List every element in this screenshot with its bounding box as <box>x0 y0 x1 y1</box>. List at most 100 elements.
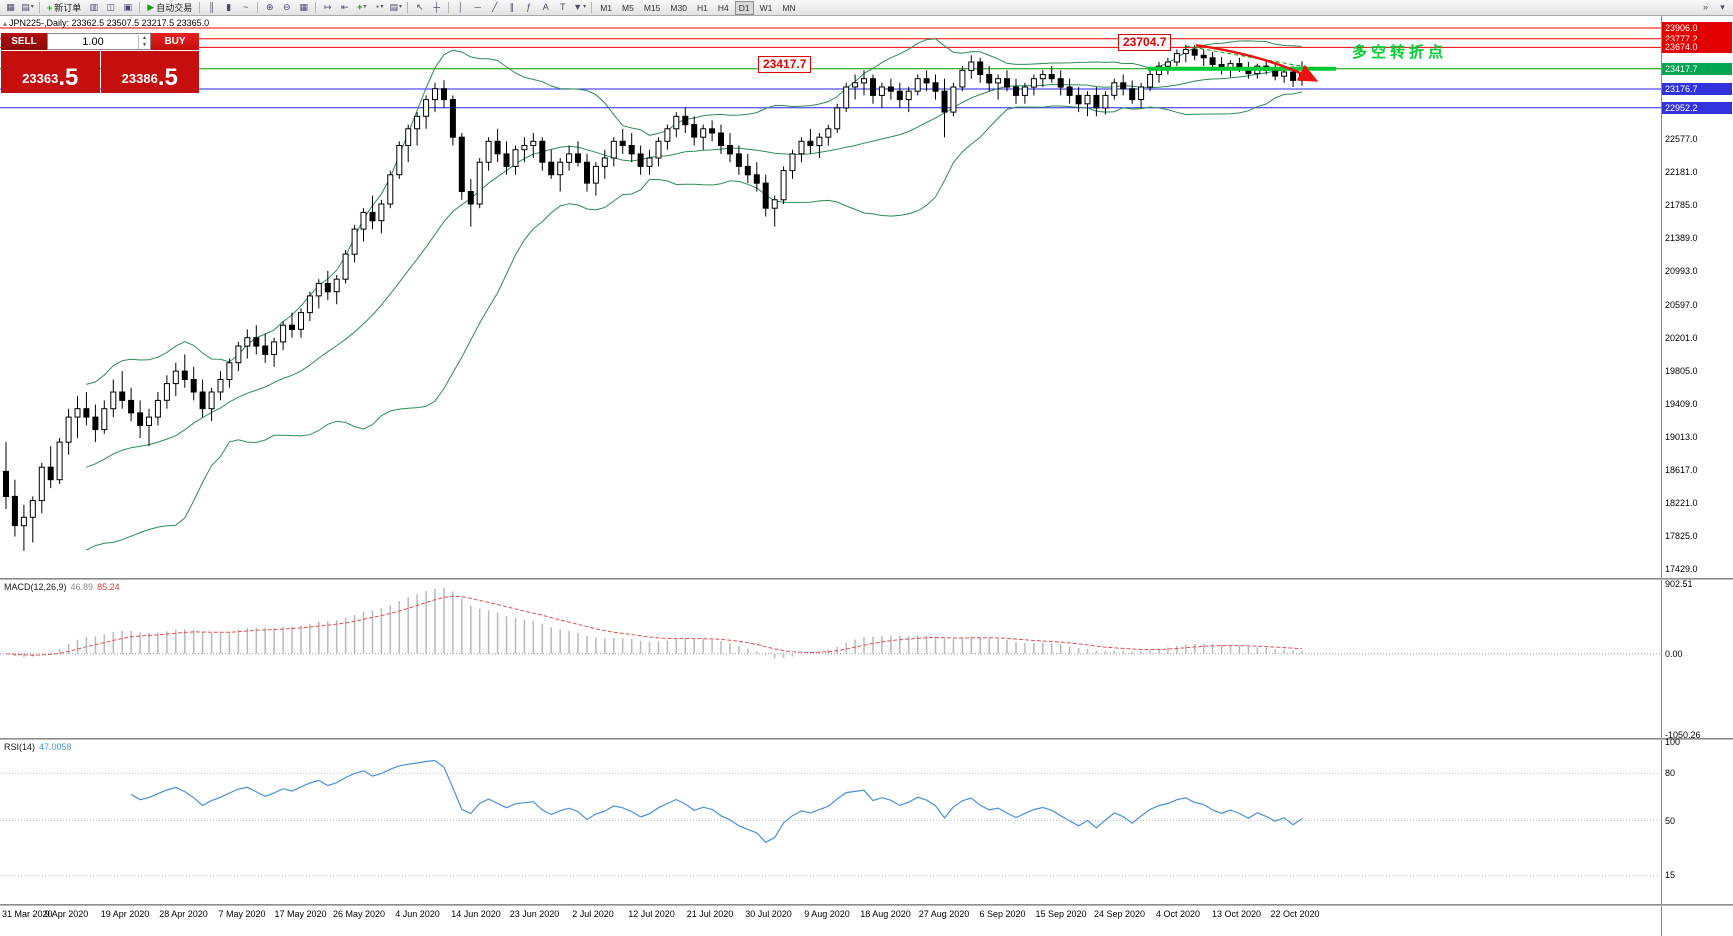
timeframe-button-h4[interactable]: H4 <box>717 2 729 13</box>
label-icon: T <box>559 2 566 12</box>
macd-axis-tick: 0.00 <box>1665 649 1683 659</box>
bar-chart-icon[interactable]: ║ <box>203 1 220 14</box>
toolbar-separator <box>139 2 141 13</box>
navigator-icon[interactable]: ▣ <box>119 1 136 14</box>
timeframe-button-m5[interactable]: M5 <box>622 2 634 13</box>
annotation-note-text[interactable]: 多空转折点 <box>1352 44 1448 61</box>
buy-price-display[interactable]: 23386.5 <box>100 51 199 93</box>
price-axis-tick: 18617.0 <box>1665 465 1698 475</box>
shapes-icon[interactable]: ▼ ▾ <box>571 1 588 14</box>
macd-histogram <box>14 588 1303 658</box>
dropdown-caret-icon[interactable]: ▾ <box>398 4 402 10</box>
dropdown-caret-icon[interactable]: ▾ <box>583 4 587 10</box>
dropdown-caret-icon[interactable]: ▾ <box>380 4 384 10</box>
profiles-icon[interactable]: ▤ ▾ <box>19 1 36 14</box>
market-watch-icon: ▥ <box>89 2 99 12</box>
dropdown-caret-icon[interactable]: ▾ <box>363 4 367 10</box>
zoom-out-icon[interactable]: ⊖ <box>278 1 295 14</box>
buy-button[interactable]: BUY <box>151 33 199 50</box>
crosshair-icon[interactable]: ┼ <box>428 1 445 14</box>
cursor-icon[interactable]: ↖ <box>411 1 428 14</box>
periods-icon[interactable]: ◔ ▾ <box>370 1 387 14</box>
price-axis-column[interactable] <box>1661 16 1733 936</box>
sell-price-display[interactable]: 23363.5 <box>1 51 100 93</box>
timeframe-button-h1[interactable]: H1 <box>696 2 708 13</box>
toolbar-more-icon[interactable]: » <box>1702 2 1708 12</box>
price-axis-tick: 20597.0 <box>1665 300 1698 310</box>
price-axis-tick: 18221.0 <box>1665 498 1698 508</box>
templates-icon[interactable]: ▤ ▾ <box>387 1 404 14</box>
indicators-icon[interactable]: + ▾ <box>353 1 370 14</box>
price-axis-tick: 19409.0 <box>1665 399 1698 409</box>
rsi-value: 47.0058 <box>39 742 72 752</box>
lot-stepper[interactable]: ▲ ▼ <box>138 34 150 49</box>
new-chart-icon[interactable]: ▦ <box>2 1 19 14</box>
data-window-icon[interactable]: ◫ <box>102 1 119 14</box>
chart-annotations[interactable] <box>1148 43 1336 82</box>
toolbar-separator <box>199 2 201 13</box>
candlestick-chart-icon[interactable]: ▮ <box>220 1 237 14</box>
rsi-name: RSI(14) <box>4 742 36 752</box>
new-chart-icon: ▦ <box>6 2 15 12</box>
trendline-icon[interactable]: ╱ <box>486 1 503 14</box>
chart-shift-icon[interactable]: ⇤ <box>336 1 353 14</box>
sell-button[interactable]: SELL <box>1 33 47 50</box>
date-axis-label: 2 Jul 2020 <box>572 909 614 919</box>
rsi-indicator-plot[interactable] <box>0 740 1661 905</box>
chart-title: ▴ JPN225-,Daily: 23362.5 23507.5 23217.5 … <box>3 18 209 28</box>
templates-icon: ▤ <box>389 2 398 12</box>
toolbar-separator <box>448 2 450 13</box>
line-chart-icon: ~ <box>243 2 249 12</box>
line-chart-icon[interactable]: ~ <box>237 1 254 14</box>
down-arrow-annotation[interactable] <box>1195 43 1319 82</box>
candles-layer[interactable] <box>3 44 1305 551</box>
bar-chart-icon: ║ <box>208 2 215 12</box>
fibonacci-icon[interactable]: ƒ <box>520 1 537 14</box>
date-axis-label: 27 Aug 2020 <box>918 909 970 919</box>
market-watch-icon[interactable]: ▥ <box>85 1 102 14</box>
vertical-line-icon[interactable]: │ <box>452 1 469 14</box>
fibonacci-icon: ƒ <box>526 2 532 12</box>
price-object-lines[interactable] <box>0 27 1661 109</box>
date-axis-label: 28 Apr 2020 <box>159 909 208 919</box>
timeframe-button-m1[interactable]: M1 <box>600 2 613 13</box>
timeframe-button-d1[interactable]: D1 <box>734 0 754 15</box>
autotrading-button[interactable]: ▶ 自动交易 <box>143 1 196 14</box>
label-icon[interactable]: T <box>554 1 571 14</box>
lot-down-icon[interactable]: ▼ <box>142 41 147 48</box>
chart-shift-icon: ⇤ <box>340 2 349 12</box>
price-axis-tick: 21785.0 <box>1665 200 1698 210</box>
date-axis-label: 4 Oct 2020 <box>1155 909 1201 919</box>
auto-scroll-icon[interactable]: ↦ <box>319 1 336 14</box>
text-icon[interactable]: A <box>537 1 554 14</box>
timeframe-button-m15[interactable]: M15 <box>643 2 661 13</box>
vertical-line-icon: │ <box>457 2 464 12</box>
price-axis-tick: 17825.0 <box>1665 531 1698 541</box>
timeframe-button-mn[interactable]: MN <box>782 2 796 13</box>
macd-panel-splitter[interactable] <box>0 578 1733 580</box>
price-callout[interactable]: 23417.7 <box>758 56 812 73</box>
timeframe-button-m30[interactable]: M30 <box>670 2 687 13</box>
price-axis-tick: 19805.0 <box>1665 366 1698 376</box>
lot-size-input[interactable]: 1.00 ▲ ▼ <box>47 33 151 50</box>
macd-indicator-plot[interactable] <box>0 580 1661 740</box>
lot-up-icon[interactable]: ▲ <box>142 34 147 41</box>
timeframe-button-w1[interactable]: W1 <box>759 2 773 13</box>
toolbar-customize-icon[interactable]: ▾ <box>1720 2 1725 12</box>
auto-scroll-icon: ↦ <box>323 2 332 12</box>
price-chart-plot[interactable] <box>0 16 1661 580</box>
rsi-panel-splitter[interactable] <box>0 738 1733 740</box>
macd-signal-line <box>5 595 1303 656</box>
tile-windows-icon[interactable]: ▦ <box>295 1 312 14</box>
price-callout[interactable]: 23704.7 <box>1118 34 1172 51</box>
new-order-button[interactable]: + 新订单 <box>43 1 85 14</box>
toolbar-separator <box>257 2 259 13</box>
time-axis-splitter[interactable] <box>0 904 1733 906</box>
lot-size-value[interactable]: 1.00 <box>82 35 104 48</box>
channel-icon[interactable]: ∥ <box>503 1 520 14</box>
dropdown-caret-icon[interactable]: ▾ <box>30 4 34 10</box>
cursor-icon: ↖ <box>415 2 424 12</box>
horizontal-line-icon[interactable]: ─ <box>469 1 486 14</box>
zoom-in-icon[interactable]: ⊕ <box>261 1 278 14</box>
one-click-collapse-icon[interactable]: ▴ <box>3 19 8 28</box>
